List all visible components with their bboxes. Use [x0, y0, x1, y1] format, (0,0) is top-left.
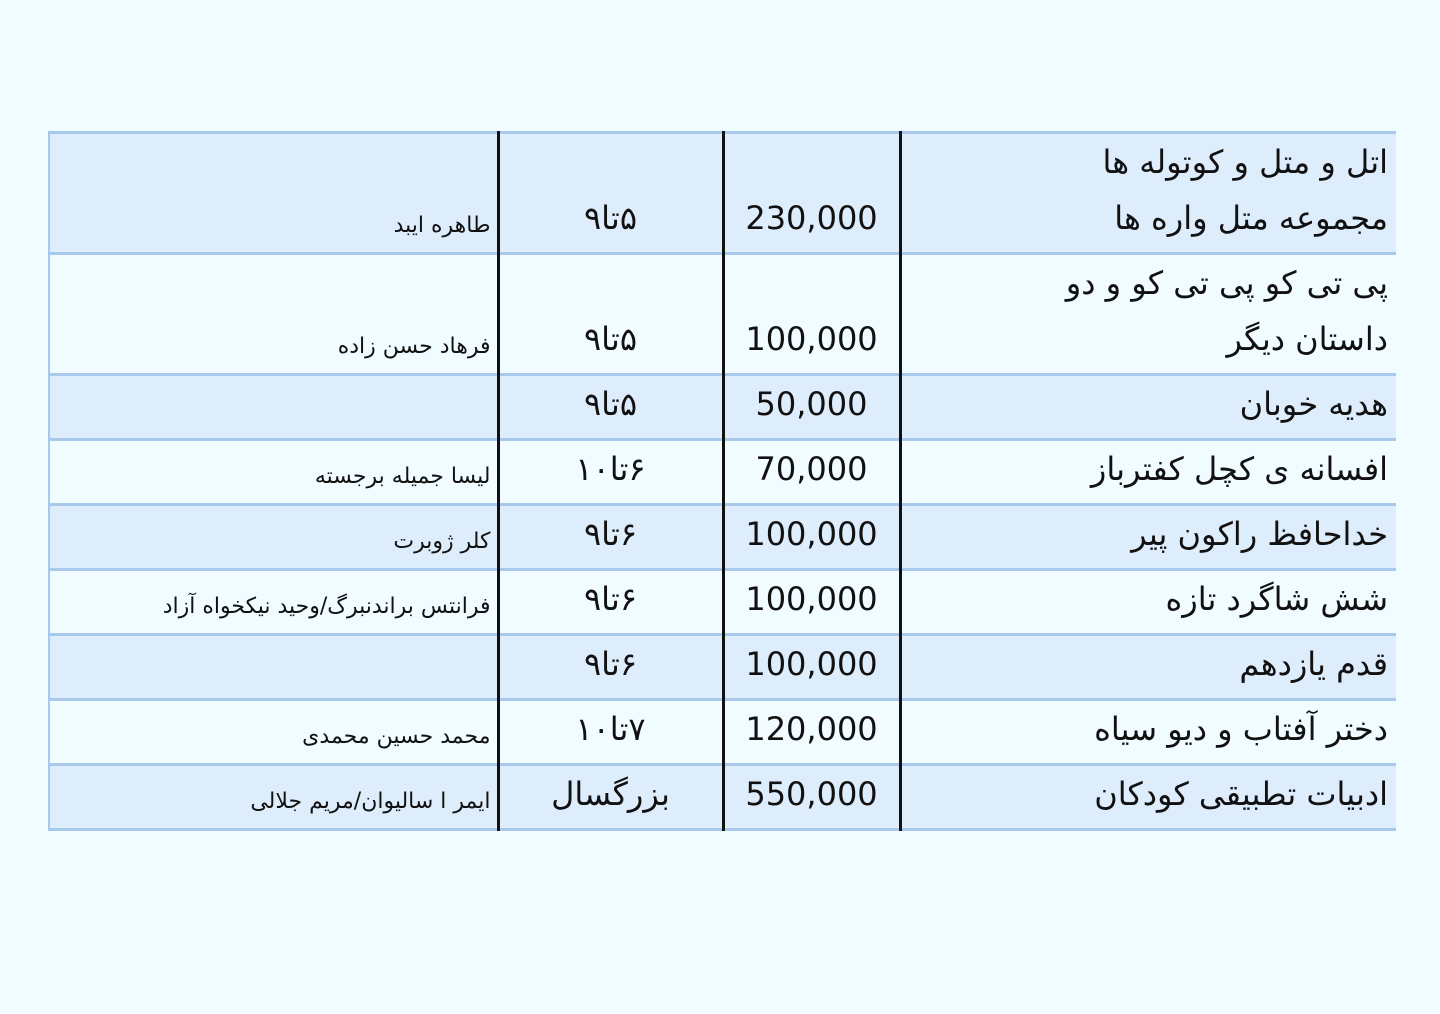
age-range: ۵تا۹ — [496, 132, 723, 254]
book-price: 100,000 — [721, 569, 900, 635]
book-title: خداحافظ راکون پیر — [898, 504, 1396, 570]
book-price: 230,000 — [721, 132, 900, 254]
book-title-line: اتل و متل و کوتوله ها — [1102, 143, 1388, 181]
book-title: قدم یازدهم — [898, 634, 1396, 700]
age-range: ۶تا۱۰ — [496, 439, 723, 505]
table-row: قدم یازدهم 100,000 ۶تا۹ — [48, 634, 1396, 700]
book-price: 100,000 — [721, 504, 900, 570]
age-range: ۷تا۱۰ — [496, 699, 723, 765]
book-author: ایمر ا سالیوان/مریم جلالی — [48, 764, 498, 830]
book-table: اتل و متل و کوتوله ها مجموعه متل واره ها … — [48, 131, 1396, 831]
age-range: ۶تا۹ — [496, 504, 723, 570]
table-row: شش شاگرد تازه 100,000 ۶تا۹ فرانتس براندن… — [48, 569, 1396, 635]
book-author — [48, 634, 498, 700]
book-author: لیسا جمیله برجسته — [48, 439, 498, 505]
book-title: افسانه ی کچل کفترباز — [898, 439, 1396, 505]
book-price: 50,000 — [721, 374, 900, 440]
table-row: دختر آفتاب و دیو سیاه 120,000 ۷تا۱۰ محمد… — [48, 699, 1396, 765]
book-title: پی تی کو پی تی کو و دو داستان دیگر — [898, 253, 1396, 375]
book-price: 100,000 — [721, 253, 900, 375]
book-price: 100,000 — [721, 634, 900, 700]
book-title-line: داستان دیگر — [1226, 320, 1388, 358]
table-row: ادبیات تطبیقی کودکان 550,000 بزرگسال ایم… — [48, 764, 1396, 830]
book-title: ادبیات تطبیقی کودکان — [898, 764, 1396, 830]
book-price: 70,000 — [721, 439, 900, 505]
table-row: افسانه ی کچل کفترباز 70,000 ۶تا۱۰ لیسا ج… — [48, 439, 1396, 505]
age-range: ۶تا۹ — [496, 634, 723, 700]
book-author: فرانتس براندنبرگ/وحید نیکخواه آزاد — [48, 569, 498, 635]
book-title: دختر آفتاب و دیو سیاه — [898, 699, 1396, 765]
book-author: محمد حسین محمدی — [48, 699, 498, 765]
age-range: ۵تا۹ — [496, 374, 723, 440]
table-row: هدیه خوبان 50,000 ۵تا۹ — [48, 374, 1396, 440]
age-range: ۶تا۹ — [496, 569, 723, 635]
book-author — [48, 374, 498, 440]
table-row: اتل و متل و کوتوله ها مجموعه متل واره ها … — [48, 132, 1396, 254]
book-author: کلر ژوبرت — [48, 504, 498, 570]
book-author: فرهاد حسن زاده — [48, 253, 498, 375]
book-author: طاهره ایبد — [48, 132, 498, 254]
book-title-line: مجموعه متل واره ها — [1114, 199, 1388, 237]
book-title: هدیه خوبان — [898, 374, 1396, 440]
book-title-line: پی تی کو پی تی کو و دو — [1065, 264, 1388, 302]
book-title: شش شاگرد تازه — [898, 569, 1396, 635]
age-range: ۵تا۹ — [496, 253, 723, 375]
age-range: بزرگسال — [496, 764, 723, 830]
book-title: اتل و متل و کوتوله ها مجموعه متل واره ها — [898, 132, 1396, 254]
book-price: 120,000 — [721, 699, 900, 765]
table-row: پی تی کو پی تی کو و دو داستان دیگر 100,00… — [48, 253, 1396, 375]
table-row: خداحافظ راکون پیر 100,000 ۶تا۹ کلر ژوبرت — [48, 504, 1396, 570]
book-price: 550,000 — [721, 764, 900, 830]
